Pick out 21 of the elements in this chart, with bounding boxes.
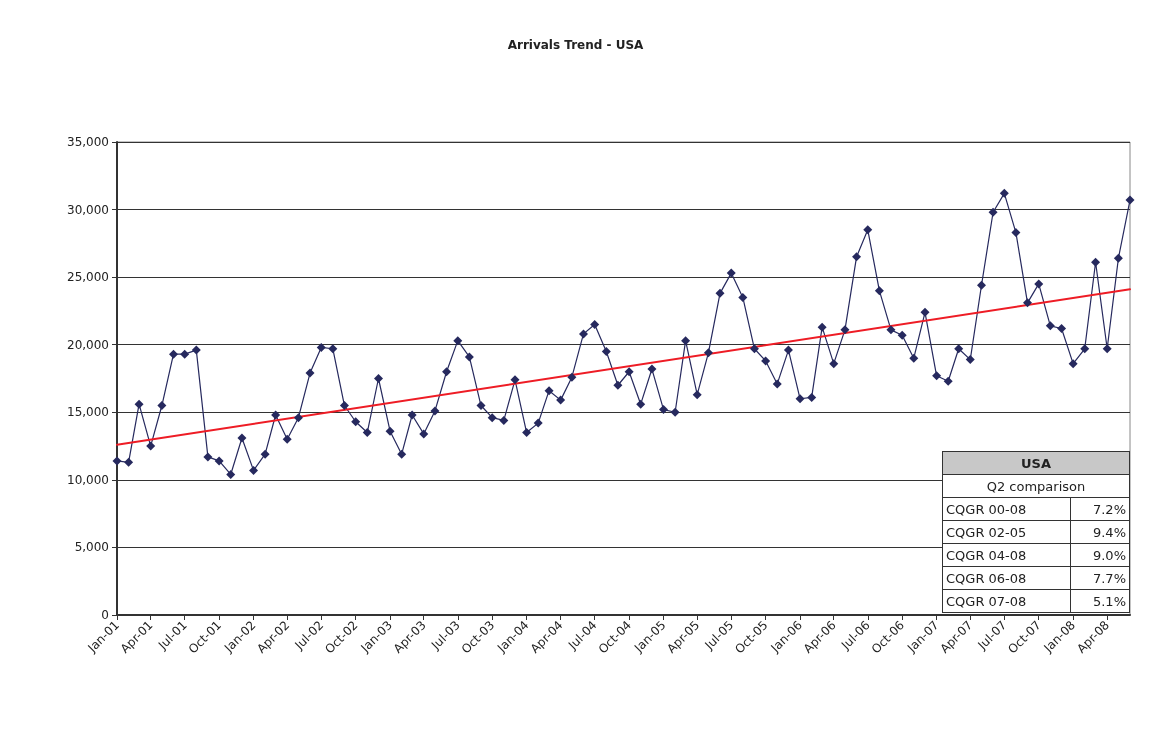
y-tick-label: 35,000: [67, 135, 109, 149]
table-header-cell: USA: [942, 451, 1130, 475]
annotation: 7.2%: [1070, 497, 1130, 521]
annotation: CQGR 07-08: [942, 589, 1071, 613]
annotation: CQGR 06-08: [942, 566, 1071, 590]
annotation: CQGR 04-08: [942, 543, 1071, 567]
y-tick-label: 30,000: [67, 202, 109, 217]
annotation: CQGR 00-08: [942, 497, 1071, 521]
y-tick-label: 20,000: [67, 337, 109, 352]
annotation: 5.1%: [1070, 589, 1130, 613]
y-tick-label: 25,000: [67, 270, 109, 285]
annotation: CQGR 02-05: [942, 520, 1071, 544]
y-tick-label: 0: [101, 608, 109, 622]
annotation: 9.4%: [1070, 520, 1130, 544]
y-tick-label: 10,000: [67, 472, 109, 487]
chart-title: Arrivals Trend - USA: [507, 38, 645, 52]
y-tick-label: 15,000: [67, 405, 109, 420]
y-tick-label: 5,000: [74, 540, 109, 555]
annotation: 9.0%: [1070, 543, 1130, 567]
annotation: Q2 comparison: [942, 474, 1130, 498]
annotation: 7.7%: [1070, 566, 1130, 590]
